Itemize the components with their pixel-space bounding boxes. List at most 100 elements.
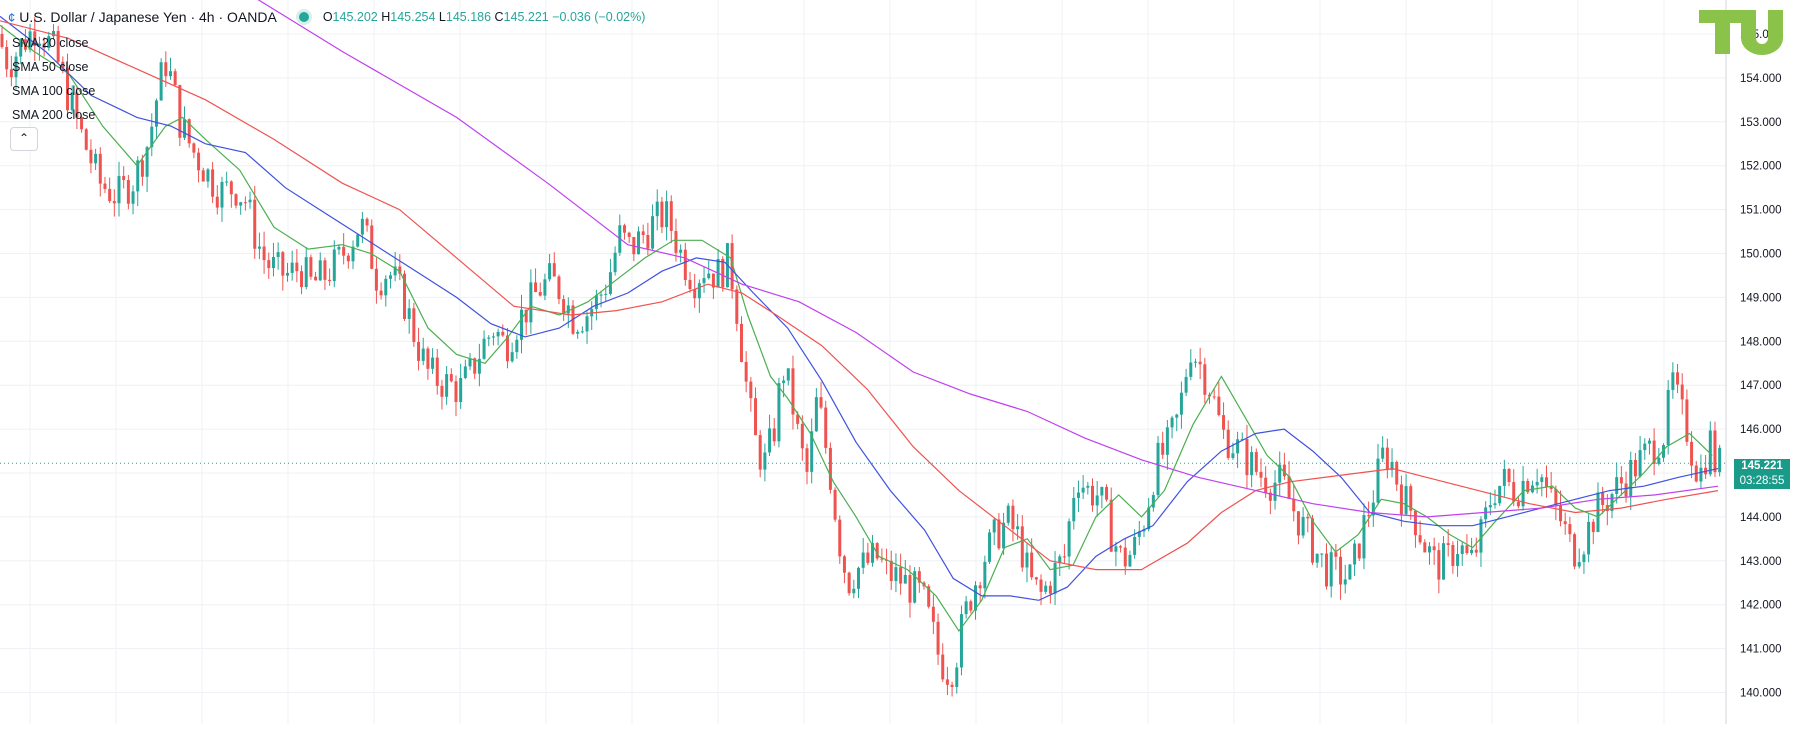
candle-body (1507, 468, 1511, 483)
candle-body (370, 225, 374, 269)
candle-body (388, 275, 392, 279)
candle-body (1713, 430, 1717, 473)
candle-body (225, 181, 229, 183)
candle-body (594, 295, 598, 310)
candle-body (824, 407, 828, 448)
candle-body (271, 256, 275, 269)
candle-body (487, 337, 491, 339)
candle-body (459, 377, 463, 402)
candle-body (98, 153, 102, 184)
candle-body (1512, 482, 1516, 502)
candle-body (1690, 441, 1694, 466)
legend-sma200[interactable]: SMA 200 close (12, 108, 96, 122)
candle-body (1488, 505, 1492, 508)
candle-body (122, 176, 126, 180)
candle-body (1446, 543, 1450, 546)
legend-sma20[interactable]: SMA 20 close (12, 36, 89, 50)
last-price-value: 145.221 (1741, 460, 1783, 472)
candle-body (955, 667, 959, 687)
candle-body (197, 152, 201, 171)
candle-body (1498, 485, 1502, 504)
candle-body (309, 257, 313, 277)
sma200-line (257, 0, 1719, 518)
candle-body (206, 169, 210, 182)
candle-body (1516, 501, 1520, 507)
candle-body (84, 129, 88, 150)
candle-body (669, 201, 673, 231)
candle-body (9, 69, 13, 78)
candle-body (1254, 452, 1258, 472)
candle-body (412, 308, 416, 342)
candle-body (1053, 562, 1057, 594)
legend-sma100[interactable]: SMA 100 close (12, 84, 96, 98)
candle-body (112, 201, 116, 204)
candle-body (75, 92, 79, 118)
candle-body (1119, 546, 1123, 548)
candle-body (496, 331, 500, 337)
y-tick-label: 143.000 (1740, 556, 1782, 568)
candle-body (608, 272, 612, 294)
y-tick-label: 149.000 (1740, 292, 1782, 304)
candle-body (477, 358, 481, 374)
candle-body (1643, 443, 1647, 451)
candle-body (973, 585, 977, 611)
candle-body (889, 560, 893, 582)
y-tick-label: 146.000 (1740, 424, 1782, 436)
candle-body (28, 31, 32, 50)
candle-body (1437, 550, 1441, 580)
candle-body (243, 202, 247, 204)
candle-body (1020, 526, 1024, 568)
candle-body (440, 385, 444, 397)
candle-body (1647, 440, 1651, 444)
y-tick-label: 144.000 (1740, 512, 1782, 524)
candle-body (1465, 545, 1469, 554)
candle-body (80, 117, 84, 130)
candle-body (1006, 505, 1010, 523)
candle-body (510, 352, 514, 362)
legend-sma50[interactable]: SMA 50 close (12, 60, 89, 74)
candle-body (749, 381, 753, 399)
candle-body (5, 46, 9, 70)
candle-body (351, 246, 355, 262)
candle-body (599, 294, 603, 296)
candle-body (655, 201, 659, 217)
candle-body (365, 218, 369, 226)
candle-body (108, 188, 112, 202)
candle-body (604, 293, 608, 295)
candle-body (56, 30, 60, 62)
currency-icon: ¢ (8, 9, 16, 25)
candle-body (215, 196, 219, 208)
candle-body (1409, 486, 1413, 511)
candle-body (131, 191, 135, 204)
y-tick-label: 140.000 (1740, 688, 1782, 700)
last-price-tag: 145.221 03:28:55 (1734, 459, 1790, 489)
candle-body (178, 85, 182, 138)
candle-body (1315, 553, 1319, 563)
candle-body (89, 149, 93, 164)
candle-body (1685, 399, 1689, 442)
candle-body (852, 588, 856, 594)
candle-body (1568, 524, 1572, 535)
candle-body (1039, 579, 1043, 592)
candle-body (1521, 480, 1525, 507)
market-status-icon[interactable] (298, 12, 309, 22)
candle-body (1105, 487, 1109, 500)
candle-body (145, 147, 149, 177)
candle-body (931, 606, 935, 622)
collapse-legend-button[interactable]: ⌃ (10, 127, 38, 151)
candle-body (323, 260, 327, 280)
symbol-title[interactable]: U.S. Dollar / Japanese Yen · 4h · OANDA (19, 9, 277, 25)
candle-body (126, 179, 130, 204)
candle-body (1596, 492, 1600, 533)
candle-body (997, 519, 1001, 549)
candle-body (1334, 552, 1338, 557)
candle-body (894, 567, 898, 582)
candle-body (838, 519, 842, 557)
candle-body (814, 397, 818, 432)
candle-body (782, 380, 786, 384)
candle-body (576, 331, 580, 334)
candle-body (1718, 447, 1722, 473)
candle-body (1091, 485, 1095, 506)
